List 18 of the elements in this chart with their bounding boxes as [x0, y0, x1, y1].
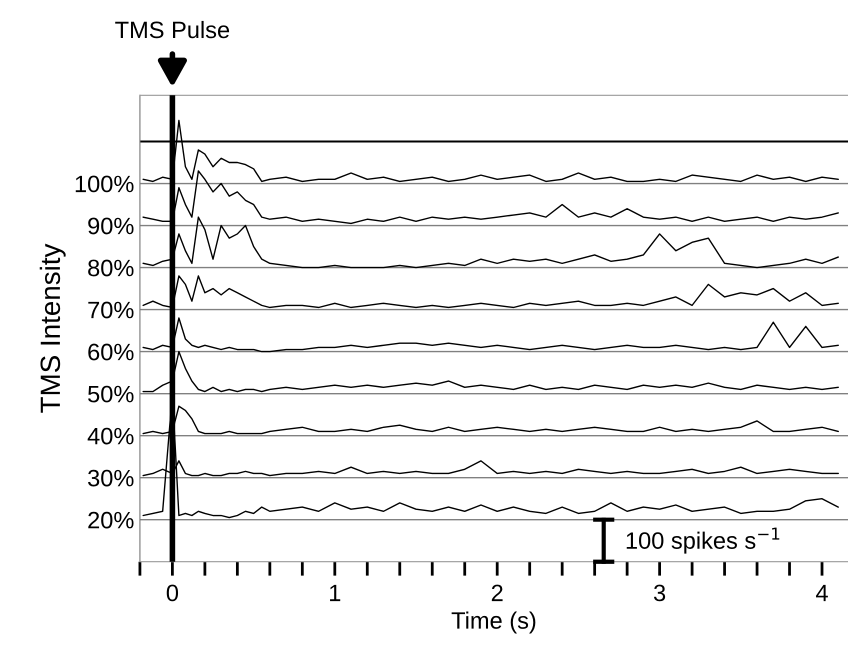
- x-axis-title: Time (s): [452, 612, 536, 634]
- y-tick-label: 30%: [88, 470, 134, 486]
- y-tick-label: 40%: [88, 428, 134, 444]
- y-tick-label: 50%: [88, 386, 134, 402]
- y-tick-label: 80%: [88, 260, 134, 276]
- ref-line-label: TMS Pulse: [115, 20, 230, 38]
- x-tick-label: 4: [816, 584, 828, 602]
- y-tick-label: 70%: [88, 302, 134, 318]
- y-axis-title: TMS Intensity: [40, 244, 66, 413]
- x-tick-label: 0: [166, 584, 178, 602]
- x-tick-label: 1: [330, 584, 340, 602]
- x-tick-label: 3: [654, 584, 666, 602]
- y-tick-label: 60%: [88, 344, 134, 360]
- annotation: 100 spikes s$^{−1}$: [626, 528, 780, 554]
- x-tick-label: 2: [492, 584, 503, 602]
- y-tick-label: 20%: [88, 512, 134, 528]
- y-tick-label: 100%: [76, 176, 134, 192]
- y-tick-label: 90%: [88, 218, 134, 234]
